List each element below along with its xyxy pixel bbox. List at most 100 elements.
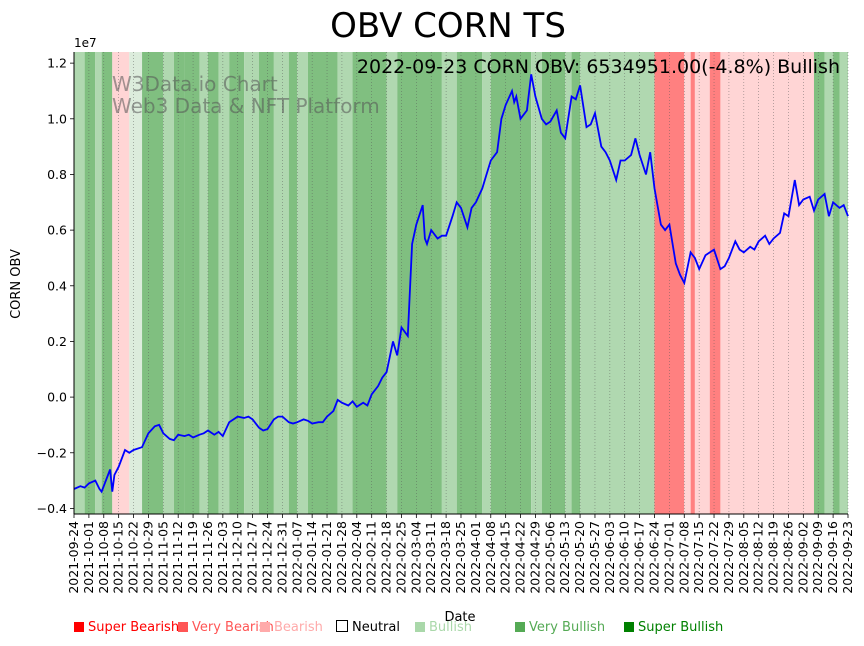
band-bullish <box>580 52 655 514</box>
band-bearish <box>694 52 710 514</box>
band-very-bullish <box>490 52 532 514</box>
band-very-bullish <box>288 52 298 514</box>
legend-swatch <box>260 622 270 632</box>
x-tick-label: 2022-09-09 <box>810 521 825 594</box>
band-very-bearish <box>709 52 721 514</box>
x-tick-label: 2022-06-03 <box>602 521 617 594</box>
band-bullish <box>297 52 308 514</box>
band-very-bullish <box>456 52 483 514</box>
legend-item: Super Bearish <box>74 620 179 635</box>
band-bullish <box>337 52 353 514</box>
band-bearish <box>112 52 130 514</box>
x-tick-label: 2022-01-07 <box>289 521 304 594</box>
band-very-bullish <box>352 52 387 514</box>
band-very-bullish <box>207 52 219 514</box>
band-bullish <box>441 52 457 514</box>
band-bullish <box>565 52 572 514</box>
x-tick-label: 2022-03-25 <box>453 521 468 594</box>
x-tick-label: 2022-07-01 <box>661 521 676 594</box>
band-very-bullish <box>184 52 200 514</box>
vertical-grid <box>73 52 849 514</box>
x-tick-label: 2022-08-12 <box>751 521 766 594</box>
band-bullish <box>386 52 398 514</box>
x-tick-label: 2021-11-12 <box>170 521 185 594</box>
legend-item: Very Bearish <box>178 620 274 635</box>
x-tick-label: 2022-04-08 <box>483 521 498 594</box>
band-bullish <box>482 52 491 514</box>
legend-item: Super Bullish <box>624 620 723 635</box>
x-tick-label: 2022-07-08 <box>676 521 691 594</box>
legend-item: Very Bullish <box>515 620 605 635</box>
legend-label: Neutral <box>352 620 400 635</box>
band-bullish <box>839 52 848 514</box>
x-tick-label: 2022-05-06 <box>542 521 557 594</box>
x-tick-label: 2021-11-05 <box>155 521 170 594</box>
band-bullish <box>273 52 289 514</box>
x-tick-label: 2022-01-14 <box>304 521 319 594</box>
legend-item: Bullish <box>415 620 472 635</box>
annotation-text: 2022-09-23 CORN OBV: 6534951.00(-4.8%) B… <box>357 56 840 78</box>
x-tick-label: 2022-08-05 <box>736 521 751 594</box>
legend-swatch <box>515 622 525 632</box>
x-tick-label: 2022-03-18 <box>438 521 453 594</box>
band-very-bullish <box>142 52 164 514</box>
legend-swatch <box>415 622 425 632</box>
legend-swatch <box>624 622 634 632</box>
x-tick-label: 2021-10-08 <box>96 521 111 594</box>
y-offset-label: 1e7 <box>74 36 97 50</box>
band-very-bullish <box>229 52 245 514</box>
band-bullish <box>163 52 174 514</box>
y-tick-label: 1.2 <box>47 56 67 71</box>
x-tick-label: 2021-12-24 <box>260 521 275 594</box>
x-tick-label: 2022-04-01 <box>468 521 483 594</box>
band-bullish <box>74 52 85 514</box>
y-tick-label: −0.4 <box>37 501 67 516</box>
x-tick-label: 2022-04-15 <box>498 521 513 594</box>
x-axis-label: Date <box>444 610 475 625</box>
band-neutral <box>129 52 143 514</box>
x-tick-label: 2022-06-10 <box>617 521 632 594</box>
band-very-bullish <box>541 52 566 514</box>
x-tick-label: 2021-10-15 <box>111 521 126 594</box>
watermark-line: W3Data.io Chart <box>112 72 278 96</box>
x-tick-label: 2022-06-17 <box>632 521 647 594</box>
y-tick-label: 1.0 <box>47 111 67 126</box>
band-bullish <box>218 52 230 514</box>
legend-label: Super Bullish <box>638 620 724 635</box>
band-very-bullish <box>813 52 825 514</box>
x-tick-label: 2021-12-17 <box>245 521 260 594</box>
band-bearish <box>720 52 814 514</box>
legend-label: Super Bearish <box>88 620 180 635</box>
x-tick-label: 2022-02-18 <box>379 521 394 594</box>
y-axis-ticks: −0.4 −0.2 0.0 0.2 0.4 0.6 0.8 1.0 1.2 <box>37 56 74 516</box>
legend-label: Very Bearish <box>192 620 274 635</box>
band-bullish <box>531 52 542 514</box>
band-bullish <box>95 52 102 514</box>
band-bullish <box>824 52 834 514</box>
x-tick-label: 2021-11-26 <box>200 521 215 594</box>
y-axis-label: CORN OBV <box>9 249 24 319</box>
background-bands <box>74 52 848 514</box>
legend-item: Neutral <box>336 620 400 635</box>
x-tick-label: 2022-02-25 <box>393 521 408 594</box>
x-tick-label: 2022-09-02 <box>795 521 810 594</box>
legend-item: Bearish <box>260 620 323 635</box>
x-tick-label: 2022-06-24 <box>647 521 662 594</box>
x-tick-label: 2022-07-22 <box>706 521 721 594</box>
obv-series-line <box>73 74 849 494</box>
band-very-bullish <box>307 52 338 514</box>
band-bearish <box>684 52 691 514</box>
x-tick-label: 2022-01-28 <box>334 521 349 594</box>
band-bullish <box>244 52 259 514</box>
x-axis-ticks: 2021-09-24 2021-10-01 2021-10-08 2021-10-15… <box>66 514 855 594</box>
legend-swatch <box>336 620 348 632</box>
x-tick-label: 2021-10-01 <box>81 521 96 594</box>
x-tick-label: 2021-11-19 <box>185 521 200 594</box>
x-tick-label: 2022-08-26 <box>780 521 795 594</box>
x-tick-label: 2022-09-16 <box>825 521 840 594</box>
band-very-bullish <box>833 52 840 514</box>
x-tick-label: 2022-09-23 <box>840 521 855 594</box>
band-very-bearish <box>690 52 695 514</box>
x-tick-label: 2022-05-20 <box>572 521 587 594</box>
